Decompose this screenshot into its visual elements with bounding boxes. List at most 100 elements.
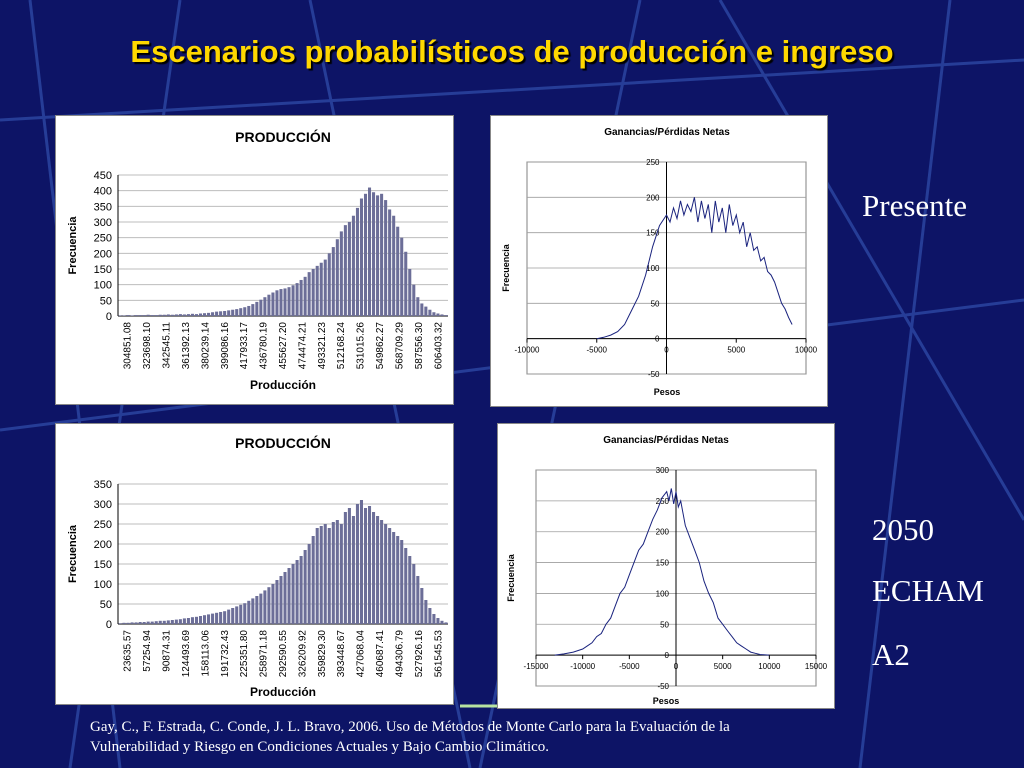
y-axis-label: Frecuencia — [67, 216, 79, 275]
bar — [416, 576, 420, 624]
y-tick-label: 150 — [94, 559, 112, 571]
bar — [331, 522, 335, 624]
y-tick-label: 150 — [94, 264, 112, 276]
bar — [376, 516, 380, 624]
bar — [275, 580, 279, 624]
y-tick-label: 150 — [656, 559, 670, 568]
series-line — [596, 197, 793, 340]
bar — [122, 622, 126, 624]
y-axis-label: Frecuencia — [67, 524, 79, 583]
x-tick-label: -10000 — [515, 346, 540, 355]
y-tick-label: 0 — [106, 619, 112, 631]
x-axis-label: Producción — [250, 378, 316, 392]
bar — [408, 556, 412, 624]
bar — [372, 192, 376, 316]
bar — [227, 609, 231, 624]
bar — [319, 526, 323, 624]
bar — [444, 315, 448, 316]
bar — [303, 550, 307, 624]
bar — [384, 524, 388, 624]
bar — [190, 313, 194, 316]
bar — [275, 290, 279, 316]
citation-line-2: Vulnerabilidad y Riesgo en Condiciones A… — [90, 739, 550, 755]
bar — [428, 309, 432, 316]
bar — [279, 289, 283, 316]
x-tick-label: 15000 — [805, 662, 828, 671]
x-tick-label: -5000 — [619, 662, 640, 671]
bar — [363, 508, 368, 624]
bar — [215, 311, 219, 316]
x-tick-label: 5000 — [727, 346, 745, 355]
chart-title: PRODUCCIÓN — [235, 128, 331, 145]
bar — [420, 303, 424, 316]
bar — [259, 593, 263, 624]
bar — [271, 584, 275, 624]
bar — [142, 315, 146, 316]
y-tick-label: 200 — [94, 539, 112, 551]
bar — [287, 568, 291, 624]
bar — [202, 615, 207, 624]
bar — [372, 512, 376, 624]
bar — [440, 314, 444, 316]
y-tick-label: 300 — [94, 217, 112, 229]
chart-title: PRODUCCIÓN — [235, 434, 331, 451]
bar — [335, 520, 339, 624]
bar — [295, 560, 299, 624]
bar — [432, 312, 436, 316]
bar — [186, 618, 190, 624]
bar — [158, 314, 162, 316]
bar — [307, 272, 311, 316]
x-tick-label: 304851.08 — [123, 322, 134, 370]
y-tick-label: 50 — [660, 620, 669, 629]
bar — [428, 608, 432, 624]
bar — [412, 284, 416, 316]
bar — [118, 623, 122, 624]
bar — [138, 622, 142, 624]
bar — [243, 603, 247, 624]
bar — [432, 614, 436, 624]
x-tick-label: 549862.27 — [375, 322, 386, 370]
slide-title: Escenarios probabilísticos de producción… — [130, 34, 894, 69]
bar — [380, 520, 384, 624]
y-tick-label: 100 — [94, 579, 112, 591]
y-tick-label: 250 — [656, 497, 670, 506]
y-tick-label: 50 — [651, 299, 660, 308]
chart-title: Ganancias/Pérdidas Netas — [604, 127, 730, 138]
bar — [355, 207, 359, 316]
x-tick-label: 225351.80 — [239, 630, 250, 678]
x-tick-label: 436780.19 — [259, 322, 270, 370]
bar — [327, 253, 331, 316]
x-tick-label: 493321.23 — [317, 322, 328, 370]
y-tick-label: 200 — [94, 248, 112, 260]
bar — [231, 309, 235, 316]
x-tick-label: 399086.16 — [220, 322, 231, 370]
bar — [267, 587, 271, 624]
bar — [339, 231, 343, 316]
bar — [223, 310, 227, 316]
bar — [150, 621, 154, 624]
bar — [118, 315, 122, 316]
bar — [311, 536, 315, 624]
bar — [174, 619, 178, 624]
bar — [239, 308, 243, 316]
series-line — [554, 488, 770, 656]
x-tick-label: 455627.20 — [278, 322, 289, 370]
chart-title: Ganancias/Pérdidas Netas — [603, 435, 729, 446]
y-tick-label: 250 — [94, 519, 112, 531]
bar — [359, 500, 364, 624]
bar — [323, 259, 327, 316]
bar — [408, 269, 412, 316]
bar — [331, 247, 335, 316]
bar — [130, 315, 134, 316]
bar — [166, 314, 170, 316]
bar — [392, 215, 396, 316]
y-tick-label: 250 — [646, 158, 660, 167]
bar — [162, 620, 166, 624]
bar — [263, 297, 267, 316]
bar — [170, 314, 174, 316]
bar — [271, 292, 275, 316]
bar — [420, 588, 424, 624]
bar — [146, 314, 150, 316]
y-tick-label: 100 — [646, 264, 660, 273]
bar — [146, 621, 150, 624]
